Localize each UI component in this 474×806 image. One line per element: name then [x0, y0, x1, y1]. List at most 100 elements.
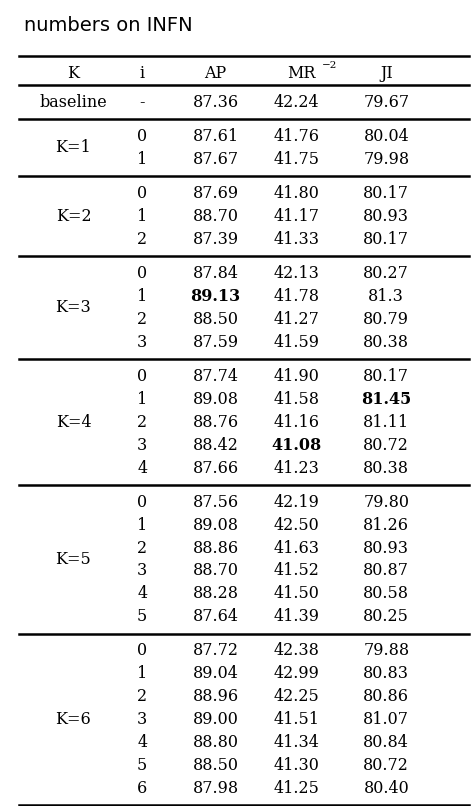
Text: 87.56: 87.56	[192, 494, 239, 511]
Text: 41.17: 41.17	[273, 208, 319, 225]
Text: 88.50: 88.50	[192, 757, 239, 774]
Text: K=6: K=6	[55, 711, 91, 728]
Text: 80.40: 80.40	[364, 779, 409, 796]
Text: 3: 3	[137, 711, 147, 728]
Text: 87.59: 87.59	[192, 334, 239, 351]
Text: 0: 0	[137, 265, 147, 282]
Text: 41.59: 41.59	[273, 334, 319, 351]
Text: 6: 6	[137, 779, 147, 796]
Text: 80.17: 80.17	[363, 368, 410, 385]
Text: 88.70: 88.70	[192, 563, 239, 580]
Text: 41.33: 41.33	[273, 231, 319, 247]
Text: numbers on INFN: numbers on INFN	[24, 16, 192, 35]
Text: 88.86: 88.86	[192, 539, 239, 556]
Text: 1: 1	[137, 517, 147, 534]
Text: 87.72: 87.72	[192, 642, 239, 659]
Text: 2: 2	[137, 231, 147, 247]
Text: 81.26: 81.26	[363, 517, 410, 534]
Text: 88.80: 88.80	[192, 734, 239, 751]
Text: 4: 4	[137, 734, 147, 751]
Text: 3: 3	[137, 563, 147, 580]
Text: 88.70: 88.70	[192, 208, 239, 225]
Text: 42.25: 42.25	[273, 688, 319, 705]
Text: baseline: baseline	[40, 93, 107, 110]
Text: 80.27: 80.27	[364, 265, 409, 282]
Text: 41.63: 41.63	[273, 539, 319, 556]
Text: 88.50: 88.50	[192, 311, 239, 328]
Text: 80.84: 80.84	[364, 734, 409, 751]
Text: 87.98: 87.98	[192, 779, 239, 796]
Text: 41.78: 41.78	[273, 288, 319, 305]
Text: 80.86: 80.86	[363, 688, 410, 705]
Text: 42.38: 42.38	[273, 642, 319, 659]
Text: 79.80: 79.80	[363, 494, 410, 511]
Text: 3: 3	[137, 437, 147, 454]
Text: 89.00: 89.00	[193, 711, 238, 728]
Text: K=5: K=5	[55, 551, 91, 568]
Text: 42.24: 42.24	[273, 93, 319, 110]
Text: K=3: K=3	[55, 300, 91, 317]
Text: 89.04: 89.04	[193, 665, 238, 683]
Text: 88.42: 88.42	[193, 437, 238, 454]
Text: 80.72: 80.72	[364, 437, 409, 454]
Text: 41.50: 41.50	[273, 585, 319, 602]
Text: 80.72: 80.72	[364, 757, 409, 774]
Text: 87.74: 87.74	[192, 368, 239, 385]
Text: 87.64: 87.64	[192, 609, 239, 625]
Text: 87.66: 87.66	[192, 459, 239, 476]
Text: 88.76: 88.76	[192, 413, 239, 430]
Text: 41.90: 41.90	[273, 368, 319, 385]
Text: 79.67: 79.67	[363, 93, 410, 110]
Text: 41.75: 41.75	[273, 151, 319, 168]
Text: 80.58: 80.58	[363, 585, 410, 602]
Text: 87.84: 87.84	[192, 265, 239, 282]
Text: 41.34: 41.34	[273, 734, 319, 751]
Text: 80.25: 80.25	[364, 609, 409, 625]
Text: 1: 1	[137, 208, 147, 225]
Text: 88.96: 88.96	[192, 688, 239, 705]
Text: AP: AP	[205, 65, 227, 82]
Text: 81.3: 81.3	[368, 288, 404, 305]
Text: 81.07: 81.07	[363, 711, 410, 728]
Text: 80.38: 80.38	[363, 459, 410, 476]
Text: 41.39: 41.39	[273, 609, 319, 625]
Text: 41.27: 41.27	[273, 311, 319, 328]
Text: 79.98: 79.98	[363, 151, 410, 168]
Text: JI: JI	[380, 65, 392, 82]
Text: -: -	[139, 93, 145, 110]
Text: −2: −2	[322, 61, 337, 70]
Text: 41.51: 41.51	[273, 711, 319, 728]
Text: 41.76: 41.76	[273, 128, 319, 145]
Text: 3: 3	[137, 334, 147, 351]
Text: 81.11: 81.11	[363, 413, 410, 430]
Text: 4: 4	[137, 585, 147, 602]
Text: 2: 2	[137, 688, 147, 705]
Text: 80.87: 80.87	[363, 563, 410, 580]
Text: 80.83: 80.83	[363, 665, 410, 683]
Text: 87.69: 87.69	[192, 185, 239, 202]
Text: K=1: K=1	[55, 139, 91, 156]
Text: i: i	[140, 65, 145, 82]
Text: 0: 0	[137, 128, 147, 145]
Text: 81.45: 81.45	[361, 391, 411, 408]
Text: 42.99: 42.99	[273, 665, 319, 683]
Text: 80.93: 80.93	[363, 539, 410, 556]
Text: 0: 0	[137, 494, 147, 511]
Text: 41.52: 41.52	[273, 563, 319, 580]
Text: 2: 2	[137, 311, 147, 328]
Text: 87.67: 87.67	[192, 151, 239, 168]
Text: 80.38: 80.38	[363, 334, 410, 351]
Text: 89.08: 89.08	[192, 391, 239, 408]
Text: 87.39: 87.39	[192, 231, 239, 247]
Text: 80.04: 80.04	[364, 128, 409, 145]
Text: 87.36: 87.36	[192, 93, 239, 110]
Text: 1: 1	[137, 151, 147, 168]
Text: 0: 0	[137, 368, 147, 385]
Text: K=4: K=4	[55, 413, 91, 430]
Text: K=2: K=2	[55, 208, 91, 225]
Text: 5: 5	[137, 609, 147, 625]
Text: 41.80: 41.80	[273, 185, 319, 202]
Text: 80.79: 80.79	[363, 311, 410, 328]
Text: 89.13: 89.13	[191, 288, 241, 305]
Text: 1: 1	[137, 391, 147, 408]
